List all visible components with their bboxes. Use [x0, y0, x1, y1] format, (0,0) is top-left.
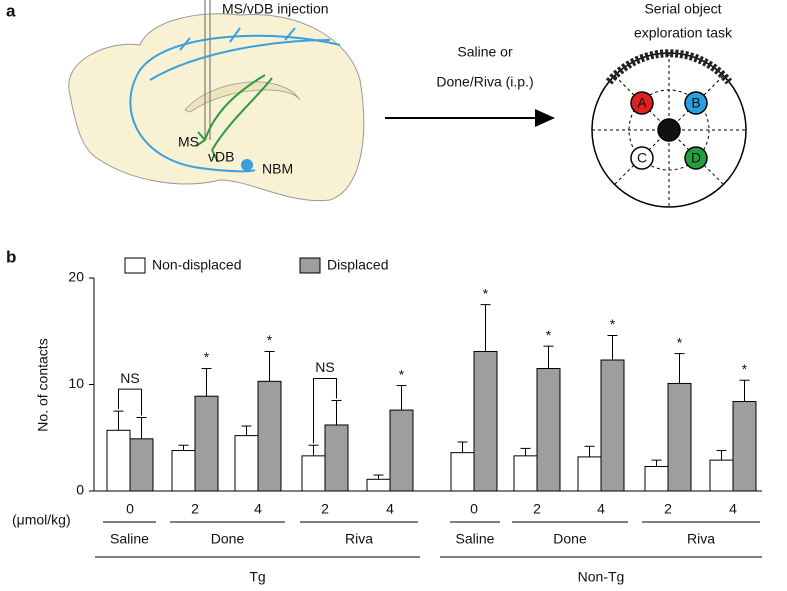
- y-axis-label: No. of contacts: [35, 338, 51, 431]
- bar: [234, 435, 259, 492]
- bar: [106, 429, 131, 492]
- injection-label: MS/vDB injection: [222, 1, 329, 17]
- bar: [257, 380, 282, 492]
- object: [630, 91, 654, 115]
- bar: [171, 450, 196, 492]
- significance: *: [204, 349, 210, 365]
- genotype-label: Non-Tg: [578, 569, 625, 585]
- x-tick-label: 2: [321, 501, 329, 517]
- x-tick-label: 0: [470, 501, 478, 517]
- significance: *: [483, 285, 489, 301]
- brain-label: vDB: [208, 149, 234, 165]
- legend-swatch: [299, 257, 321, 274]
- x-tick-label: 0: [126, 501, 134, 517]
- object: [630, 146, 654, 170]
- treatment-label: Riva: [345, 531, 373, 547]
- bar: [577, 456, 602, 492]
- brain-region: [184, 81, 301, 113]
- significance: *: [742, 361, 748, 377]
- bar: [709, 459, 734, 492]
- x-tick-label: 4: [729, 501, 737, 517]
- bar: [389, 409, 414, 492]
- significance: *: [267, 332, 273, 348]
- bar: [644, 466, 669, 492]
- treatment-label: Riva: [687, 531, 715, 547]
- bar: [667, 382, 692, 492]
- nbm-cluster: [241, 159, 253, 171]
- arena-grid: [592, 53, 746, 207]
- significance: NS: [315, 359, 334, 375]
- treatment-label: Done/Riva (i.p.): [436, 74, 533, 90]
- significance: *: [399, 366, 405, 382]
- bar: [473, 350, 498, 492]
- treatment-label: Done: [553, 531, 587, 547]
- significance: *: [677, 334, 683, 350]
- task-label: exploration task: [634, 25, 733, 41]
- x-tick-label: 4: [254, 501, 262, 517]
- y-tick-label: 0: [76, 482, 84, 498]
- dose-unit: (μmol/kg): [12, 512, 71, 528]
- septal-projection: [195, 74, 273, 163]
- legend-swatch: [124, 257, 146, 274]
- bar: [513, 455, 538, 492]
- bar: [324, 424, 349, 492]
- x-tick-label: 2: [664, 501, 672, 517]
- treatment-label: Done: [211, 531, 245, 547]
- bar: [129, 438, 154, 492]
- arrowhead: [535, 109, 555, 127]
- brain: [68, 13, 365, 202]
- bar: [732, 401, 757, 492]
- object: [684, 146, 708, 170]
- significance: *: [610, 316, 616, 332]
- x-tick-label: 2: [533, 501, 541, 517]
- bar: [194, 395, 219, 492]
- brain-label: NBM: [262, 161, 293, 177]
- treatment-label: Saline: [110, 531, 149, 547]
- x-tick-label: 4: [597, 501, 605, 517]
- genotype-label: Tg: [249, 569, 265, 585]
- object: [657, 118, 681, 142]
- object-label: C: [637, 150, 647, 166]
- cholinergic-projection: [129, 27, 341, 173]
- significance: *: [546, 327, 552, 343]
- object-label: B: [691, 95, 700, 111]
- panel-label: a: [6, 1, 16, 20]
- treatment-label: Saline: [456, 531, 495, 547]
- object-label: A: [637, 95, 647, 111]
- object-label: E: [664, 122, 673, 138]
- y-tick-label: 10: [68, 375, 84, 391]
- bar: [450, 452, 475, 492]
- bar: [366, 478, 391, 492]
- legend-label: Non-displaced: [152, 257, 242, 273]
- x-tick-label: 2: [191, 501, 199, 517]
- object-label: D: [691, 150, 701, 166]
- significance: NS: [120, 370, 139, 386]
- object: [684, 91, 708, 115]
- bar: [301, 455, 326, 492]
- y-tick-label: 20: [68, 269, 84, 285]
- ns-bracket: [118, 388, 142, 416]
- bar: [600, 359, 625, 492]
- legend-label: Displaced: [327, 257, 388, 273]
- bar: [536, 368, 561, 492]
- treatment-label: Saline or: [457, 44, 513, 60]
- panel-label: b: [6, 247, 16, 266]
- task-label: Serial object: [644, 1, 721, 17]
- brain-label: MS: [178, 134, 199, 150]
- x-tick-label: 4: [386, 501, 394, 517]
- ns-bracket: [313, 377, 337, 444]
